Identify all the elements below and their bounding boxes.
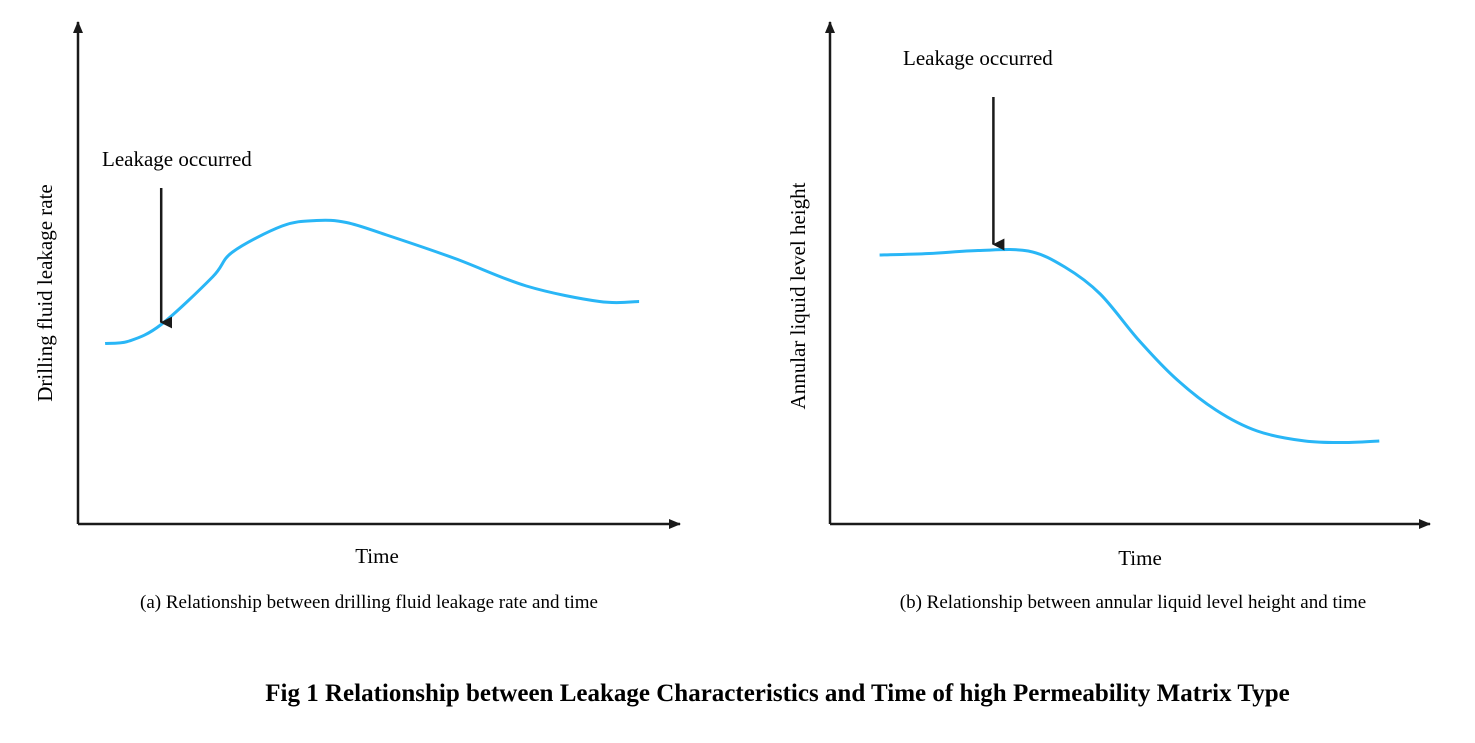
panel-title-a: (a) Relationship between drilling fluid …: [140, 592, 598, 613]
figure-caption: Fig 1 Relationship between Leakage Chara…: [265, 680, 1290, 707]
x-axis-label-a: Time: [355, 544, 399, 568]
series-line-a: [104, 218, 640, 345]
series-line-b: [879, 248, 1380, 445]
leakage-annotation-a: Leakage occurred: [102, 147, 252, 171]
x-axis-label-b: Time: [1118, 546, 1162, 570]
leakage-annotation-b: Leakage occurred: [903, 46, 1053, 70]
chart-panel-a: Leakage occurred Drilling fluid leakage …: [33, 21, 681, 613]
chart-panel-b: Leakage occurred Annular liquid level he…: [786, 21, 1431, 613]
y-axis-label-b: Annular liquid level height: [786, 182, 810, 409]
panel-title-b: (b) Relationship between annular liquid …: [900, 592, 1366, 613]
y-axis-label-a: Drilling fluid leakage rate: [33, 184, 57, 402]
